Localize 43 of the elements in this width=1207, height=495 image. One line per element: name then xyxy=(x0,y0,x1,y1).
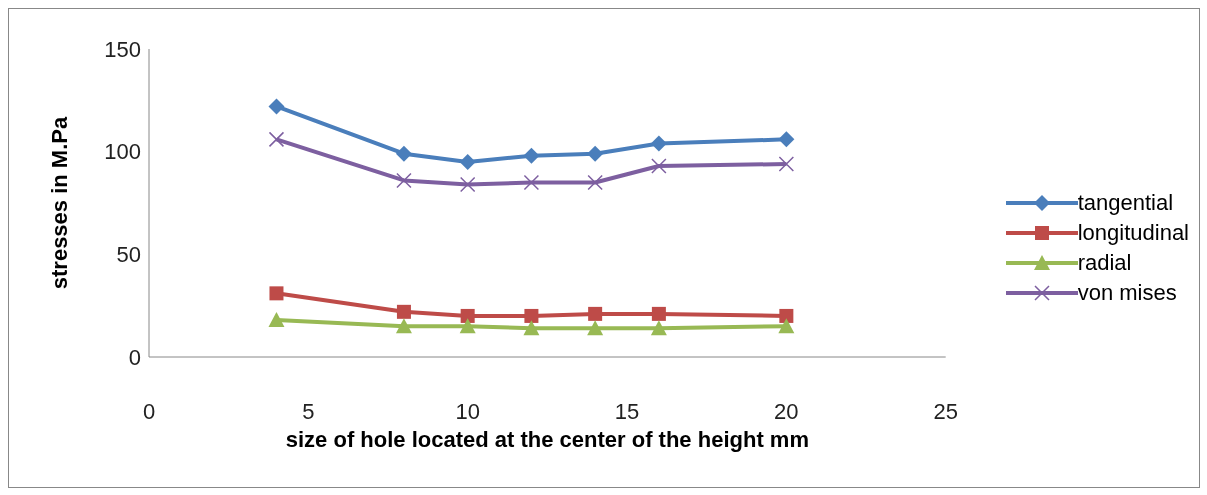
point xyxy=(523,147,540,164)
y-tick-label: 150 xyxy=(104,36,141,62)
y-tick-label: 0 xyxy=(128,344,141,370)
point xyxy=(587,145,604,162)
point xyxy=(779,308,794,323)
point xyxy=(778,131,795,148)
point xyxy=(268,131,285,148)
point xyxy=(650,135,667,152)
x-tick-label: 20 xyxy=(774,398,799,424)
legend-label: radial xyxy=(1077,250,1132,276)
x-tick-label: 15 xyxy=(614,398,640,424)
point xyxy=(587,174,603,191)
point xyxy=(459,318,476,334)
legend-label: tangential xyxy=(1077,190,1174,216)
point xyxy=(587,320,604,336)
point xyxy=(460,308,475,323)
point xyxy=(650,320,667,336)
point xyxy=(523,320,540,336)
point xyxy=(778,156,795,172)
legend-label: longitudinal xyxy=(1077,220,1189,246)
point xyxy=(268,98,285,115)
point xyxy=(395,145,412,162)
y-tick-label: 100 xyxy=(104,139,141,165)
legend-label: von mises xyxy=(1077,280,1177,306)
point xyxy=(651,306,666,321)
x-tick-label: 5 xyxy=(302,398,315,424)
y-tick-label: 50 xyxy=(116,242,141,268)
x-tick-label: 25 xyxy=(933,398,958,424)
point xyxy=(269,286,284,301)
point xyxy=(651,158,667,174)
point xyxy=(459,176,476,193)
point xyxy=(268,312,285,328)
point xyxy=(459,153,476,170)
point xyxy=(395,318,412,334)
x-axis-title: size of hole located at the center of the height mm xyxy=(285,427,809,452)
point xyxy=(778,318,795,334)
point xyxy=(588,306,603,321)
y-axis-title: stresses in M.Pa xyxy=(46,116,72,290)
point xyxy=(396,172,412,189)
x-tick-label: 10 xyxy=(455,398,480,424)
point xyxy=(523,174,540,191)
point xyxy=(396,304,411,319)
point xyxy=(524,308,539,323)
